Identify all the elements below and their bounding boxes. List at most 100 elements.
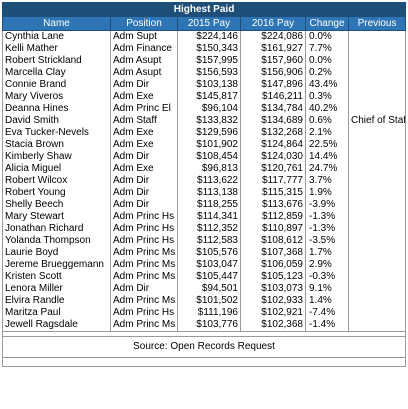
cell-position: Adm Finance bbox=[110, 43, 178, 55]
cell-previous bbox=[347, 91, 407, 103]
table-row: Robert Strickland Adm Asupt $157,995 $157,9… bbox=[2, 55, 407, 67]
cell-change: 0.6% bbox=[305, 115, 349, 127]
cell-position: Adm Dir bbox=[110, 199, 178, 211]
cell-previous bbox=[347, 247, 407, 259]
cell-name: Shelly Beech bbox=[2, 199, 111, 211]
cell-change: 14.4% bbox=[305, 151, 349, 163]
cell-2015-pay: $113,138 bbox=[177, 187, 241, 199]
cell-previous bbox=[347, 295, 407, 307]
cell-2015-pay: $108,454 bbox=[177, 151, 241, 163]
cell-2016-pay: $147,896 bbox=[240, 79, 306, 91]
cell-position: Adm Exe bbox=[110, 91, 178, 103]
header-row: Name Position 2015 Pay 2016 Pay Change P… bbox=[2, 16, 407, 31]
highest-paid-table: Highest Paid Name Position 2015 Pay 2016… bbox=[1, 2, 407, 367]
cell-2016-pay: $132,268 bbox=[240, 127, 306, 139]
table-body: Cynthia Lane Adm Supt $224,146 $224,086 0.0%… bbox=[2, 30, 407, 332]
cell-previous bbox=[347, 30, 407, 43]
cell-name: Mary Viveros bbox=[2, 91, 111, 103]
cell-change: -7.4% bbox=[305, 307, 349, 319]
table-row: Marcella Clay Adm Asupt $156,593 $156,906 0.… bbox=[2, 67, 407, 79]
cell-previous bbox=[347, 163, 407, 175]
cell-2015-pay: $96,104 bbox=[177, 103, 241, 115]
table-row: Connie Brand Adm Dir $103,138 $147,896 43.4% bbox=[2, 79, 407, 91]
cell-position: Adm Asupt bbox=[110, 67, 178, 79]
cell-2016-pay: $134,689 bbox=[240, 115, 306, 127]
cell-2016-pay: $110,897 bbox=[240, 223, 306, 235]
table-row: Elvira Randle Adm Princ Ms $101,502 $102,93… bbox=[2, 295, 407, 307]
cell-position: Adm Exe bbox=[110, 139, 178, 151]
cell-2015-pay: $118,255 bbox=[177, 199, 241, 211]
cell-change: -1.3% bbox=[305, 223, 349, 235]
cell-2016-pay: $124,864 bbox=[240, 139, 306, 151]
table-row: Yolanda Thompson Adm Princ Hs $112,583 $108… bbox=[2, 235, 407, 247]
cell-position: Adm Princ Ms bbox=[110, 247, 178, 259]
cell-change: 3.7% bbox=[305, 175, 349, 187]
cell-previous bbox=[347, 67, 407, 79]
cell-change: -1.3% bbox=[305, 211, 349, 223]
table-row: Shelly Beech Adm Dir $118,255 $113,676 -3.9% bbox=[2, 199, 407, 211]
cell-2015-pay: $96,813 bbox=[177, 163, 241, 175]
cell-2016-pay: $120,761 bbox=[240, 163, 306, 175]
cell-name: Jewell Ragsdale bbox=[2, 319, 111, 332]
table-row: Kelli Mather Adm Finance $150,343 $161,927 7… bbox=[2, 43, 407, 55]
spacer-row bbox=[1, 331, 407, 337]
cell-position: Adm Dir bbox=[110, 175, 178, 187]
cell-2016-pay: $108,612 bbox=[240, 235, 306, 247]
cell-2015-pay: $112,583 bbox=[177, 235, 241, 247]
cell-previous bbox=[347, 79, 407, 91]
cell-name: Robert Wilcox bbox=[2, 175, 111, 187]
cell-position: Adm Princ Ms bbox=[110, 319, 178, 332]
column-header-position: Position bbox=[110, 16, 178, 31]
cell-change: -3.5% bbox=[305, 235, 349, 247]
cell-previous bbox=[347, 271, 407, 283]
cell-name: Robert Young bbox=[2, 187, 111, 199]
table-row: Kristen Scott Adm Princ Ms $105,447 $105,12… bbox=[2, 271, 407, 283]
table-row: Jereme Brueggemann Adm Princ Ms $103,047 $1… bbox=[2, 259, 407, 271]
column-header-previous: Previous bbox=[347, 16, 407, 31]
bottom-spacer-cell bbox=[1, 357, 407, 367]
cell-previous bbox=[347, 199, 407, 211]
cell-change: -3.9% bbox=[305, 199, 349, 211]
cell-change: 0.2% bbox=[305, 67, 349, 79]
cell-2016-pay: $134,784 bbox=[240, 103, 306, 115]
cell-position: Adm Princ Hs bbox=[110, 307, 178, 319]
cell-change: -1.4% bbox=[305, 319, 349, 332]
cell-2015-pay: $157,995 bbox=[177, 55, 241, 67]
cell-change: 0.3% bbox=[305, 91, 349, 103]
cell-2015-pay: $129,596 bbox=[177, 127, 241, 139]
cell-name: Deanna Hines bbox=[2, 103, 111, 115]
table-row: Stacia Brown Adm Exe $101,902 $124,864 22.5% bbox=[2, 139, 407, 151]
cell-name: Robert Strickland bbox=[2, 55, 111, 67]
cell-2015-pay: $111,196 bbox=[177, 307, 241, 319]
table-row: David Smith Adm Staff $133,832 $134,689 0.6%… bbox=[2, 115, 407, 127]
cell-2016-pay: $156,906 bbox=[240, 67, 306, 79]
cell-previous bbox=[347, 55, 407, 67]
cell-change: 9.1% bbox=[305, 283, 349, 295]
cell-2016-pay: $146,211 bbox=[240, 91, 306, 103]
cell-2015-pay: $156,593 bbox=[177, 67, 241, 79]
cell-change: 2.9% bbox=[305, 259, 349, 271]
cell-position: Adm Princ Hs bbox=[110, 223, 178, 235]
cell-position: Adm Princ Hs bbox=[110, 235, 178, 247]
cell-name: Jonathan Richard bbox=[2, 223, 111, 235]
cell-position: Adm Princ Ms bbox=[110, 271, 178, 283]
cell-2015-pay: $105,576 bbox=[177, 247, 241, 259]
cell-name: Marcella Clay bbox=[2, 67, 111, 79]
cell-name: Kelli Mather bbox=[2, 43, 111, 55]
cell-name: Elvira Randle bbox=[2, 295, 111, 307]
cell-2015-pay: $114,341 bbox=[177, 211, 241, 223]
cell-2016-pay: $106,059 bbox=[240, 259, 306, 271]
cell-change: -0.3% bbox=[305, 271, 349, 283]
cell-previous bbox=[347, 283, 407, 295]
cell-2016-pay: $115,315 bbox=[240, 187, 306, 199]
cell-2015-pay: $113,622 bbox=[177, 175, 241, 187]
cell-2016-pay: $161,927 bbox=[240, 43, 306, 55]
cell-2015-pay: $101,902 bbox=[177, 139, 241, 151]
cell-2016-pay: $124,030 bbox=[240, 151, 306, 163]
table-row: Deanna Hines Adm Princ El $96,104 $134,784 4… bbox=[2, 103, 407, 115]
cell-change: 40.2% bbox=[305, 103, 349, 115]
table-row: Jonathan Richard Adm Princ Hs $112,352 $110… bbox=[2, 223, 407, 235]
table-row: Kimberly Shaw Adm Dir $108,454 $124,030 14.4… bbox=[2, 151, 407, 163]
cell-2015-pay: $224,146 bbox=[177, 30, 241, 43]
column-header-name: Name bbox=[2, 16, 111, 31]
